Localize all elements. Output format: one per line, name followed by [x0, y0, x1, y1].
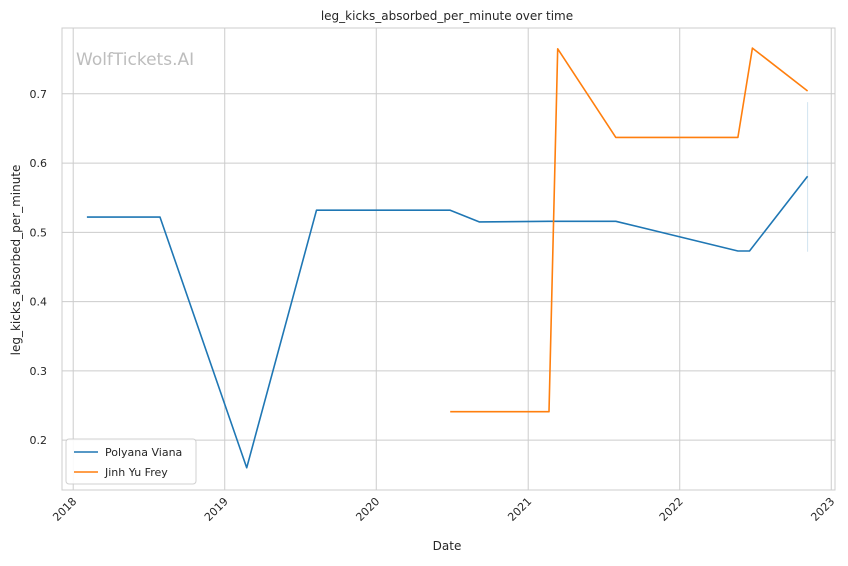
legend-label-jinh-yu-frey: Jinh Yu Frey — [104, 466, 168, 479]
series-line-polyana-viana — [86, 175, 809, 469]
gridlines — [62, 28, 835, 490]
y-axis-title: leg_kicks_absorbed_per_minute — [9, 165, 23, 356]
y-tick-label: 0.2 — [30, 434, 48, 447]
y-tick-label: 0.6 — [30, 157, 48, 170]
y-tick-label: 0.4 — [30, 296, 48, 309]
y-tick-label: 0.5 — [30, 226, 48, 239]
y-tick-label: 0.7 — [30, 88, 48, 101]
plot-area — [61, 27, 836, 491]
series-lines — [86, 47, 809, 469]
series-line-jinh-yu-frey — [450, 47, 809, 413]
y-tick-label: 0.3 — [30, 365, 48, 378]
legend-box — [65, 438, 197, 485]
chart-title: leg_kicks_absorbed_per_minute over time — [321, 9, 573, 23]
legend-label-polyana-viana: Polyana Viana — [105, 446, 182, 459]
x-axis-title: Date — [433, 539, 462, 553]
watermark: WolfTickets.AI — [76, 50, 194, 70]
legend: Polyana Viana Jinh Yu Frey — [65, 438, 197, 485]
y-axis-ticks: 0.2 0.3 0.4 0.5 0.6 0.7 — [30, 88, 48, 447]
